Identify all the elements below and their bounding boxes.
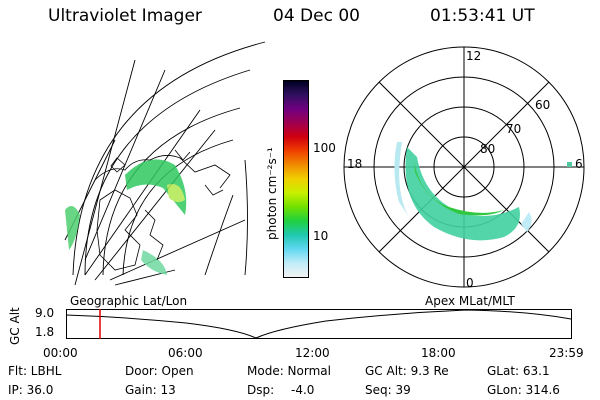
geographic-map <box>64 41 266 286</box>
mlt-label-6: 6 <box>575 157 583 171</box>
x-tick-0600: 06:00 <box>168 346 203 360</box>
timeline-left-label: Geographic Lat/Lon <box>70 294 188 308</box>
filter-info: Flt: LBHL <box>8 364 62 378</box>
instrument-title: Ultraviolet Imager <box>48 6 202 26</box>
polar-mlt-plot: 12 18 6 0 60 70 80 <box>343 46 585 290</box>
mlt-label-18: 18 <box>347 157 362 171</box>
x-tick-0000: 00:00 <box>43 346 78 360</box>
date-label: 04 Dec 00 <box>273 6 360 26</box>
seq-info: Seq: 39 <box>365 383 411 397</box>
x-tick-1800: 18:00 <box>421 346 456 360</box>
glon-info: GLon: 314.6 <box>487 383 560 397</box>
aurora-emission <box>65 159 187 275</box>
door-info: Door: Open <box>125 364 194 378</box>
timeline-right-label: Apex MLat/MLT <box>425 294 515 308</box>
lat-label-80: 80 <box>480 142 495 156</box>
mode-info: Mode: Normal <box>247 364 331 378</box>
mlt-label-0: 0 <box>466 276 474 290</box>
dsp-label: Dsp: <box>247 383 275 397</box>
x-tick-1200: 12:00 <box>295 346 330 360</box>
lat-label-70: 70 <box>506 122 521 136</box>
x-tick-2359: 23:59 <box>549 346 584 360</box>
colorbar-tick-100: 100 <box>313 141 336 155</box>
glat-info: GLat: 63.1 <box>487 364 550 378</box>
timeline-y-tick-1-8: 1.8 <box>35 325 55 339</box>
gain-info: Gain: 13 <box>125 383 176 397</box>
lat-label-60: 60 <box>535 98 550 112</box>
dsp-value: -4.0 <box>291 383 315 397</box>
ip-info: IP: 36.0 <box>8 383 54 397</box>
timeline-y-axis-label: GC Alt <box>8 307 22 345</box>
mlt-label-12: 12 <box>466 49 481 63</box>
timeline-altitude-plot <box>66 309 572 339</box>
auroral-oval <box>394 142 572 241</box>
coastlines <box>94 149 231 271</box>
colorbar-tick-10: 10 <box>313 229 329 243</box>
colorbar-unit-label: photon cm⁻²s⁻¹ <box>265 147 279 240</box>
timeline-y-tick-9: 9.0 <box>35 306 55 320</box>
colorbar <box>283 80 309 278</box>
time-label: 01:53:41 UT <box>430 6 535 26</box>
gc-alt-info: GC Alt: 9.3 Re <box>365 364 449 378</box>
